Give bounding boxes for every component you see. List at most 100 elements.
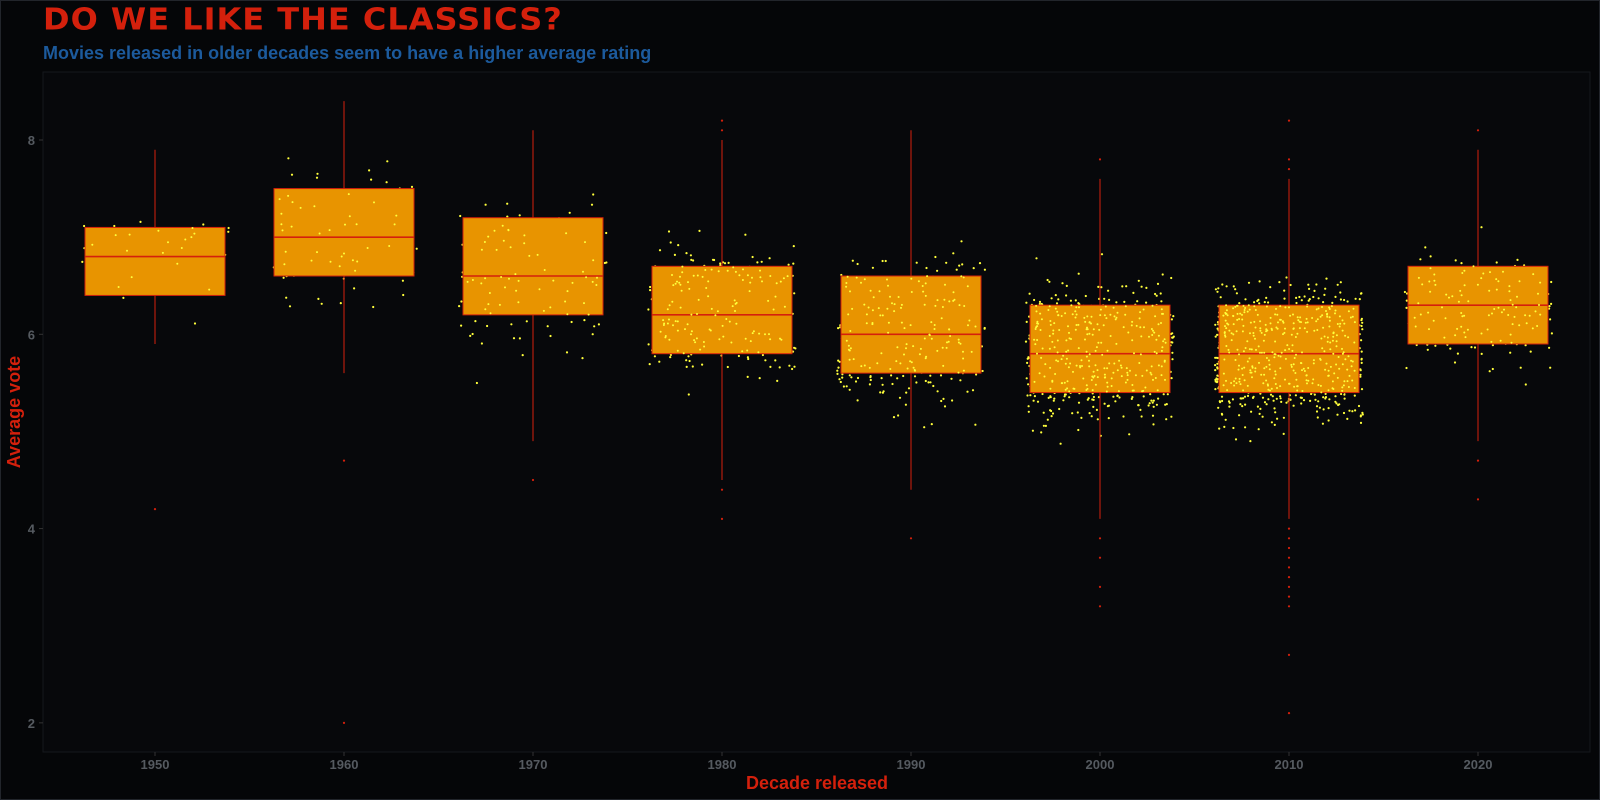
jitter-point xyxy=(1092,328,1095,331)
box-1950 xyxy=(84,226,226,296)
jitter-point xyxy=(1074,316,1077,319)
jitter-point xyxy=(923,426,926,429)
jitter-point xyxy=(1053,346,1056,349)
jitter-point xyxy=(1275,307,1277,310)
jitter-point xyxy=(525,320,528,323)
jitter-point xyxy=(1339,291,1342,294)
jitter-point xyxy=(696,274,699,277)
jitter-point xyxy=(366,247,369,249)
jitter-point xyxy=(909,360,912,363)
jitter-point xyxy=(1242,304,1245,307)
jitter-point xyxy=(1032,399,1035,402)
jitter-point xyxy=(1139,353,1142,356)
jitter-point xyxy=(688,287,691,290)
jitter-point xyxy=(1243,311,1246,314)
jitter-point xyxy=(518,337,522,340)
jitter-point xyxy=(756,261,759,264)
plot-area xyxy=(42,71,1591,753)
jitter-point xyxy=(848,358,851,361)
jitter-point xyxy=(1103,373,1106,376)
jitter-point xyxy=(1031,429,1034,432)
jitter-point xyxy=(669,241,672,244)
jitter-point xyxy=(1432,319,1435,322)
jitter-point xyxy=(1424,246,1427,249)
jitter-point xyxy=(1360,361,1363,364)
jitter-point xyxy=(1282,416,1285,419)
jitter-point xyxy=(1244,347,1247,349)
jitter-point xyxy=(1047,309,1050,311)
jitter-point xyxy=(1103,376,1106,379)
jitter-point xyxy=(948,328,951,331)
jitter-point xyxy=(1152,423,1155,426)
jitter-point xyxy=(1284,306,1287,309)
jitter-point xyxy=(1360,324,1363,328)
jitter-point xyxy=(1317,384,1320,386)
jitter-point xyxy=(679,275,681,278)
jitter-point xyxy=(1320,391,1323,394)
jitter-point xyxy=(1284,349,1287,352)
jitter-point xyxy=(1515,306,1518,309)
jitter-point xyxy=(1319,357,1322,360)
jitter-point xyxy=(1495,288,1498,291)
jitter-point xyxy=(1334,400,1337,403)
jitter-point xyxy=(502,239,505,242)
jitter-point xyxy=(1154,292,1157,296)
jitter-point xyxy=(1040,356,1043,359)
jitter-point xyxy=(1033,380,1036,383)
jitter-point xyxy=(299,206,302,209)
jitter-point xyxy=(1171,336,1174,339)
jitter-point xyxy=(1281,320,1284,323)
jitter-point xyxy=(1165,403,1168,406)
jitter-point xyxy=(1328,319,1331,322)
jitter-point xyxy=(849,347,852,350)
jitter-point xyxy=(1344,358,1347,361)
jitter-point xyxy=(1071,313,1074,316)
jitter-point xyxy=(1123,300,1126,303)
jitter-point xyxy=(290,173,294,176)
jitter-point xyxy=(959,342,962,345)
jitter-point xyxy=(1537,292,1539,295)
jitter-point xyxy=(849,330,852,332)
jitter-point xyxy=(1106,367,1109,370)
jitter-point xyxy=(1141,374,1144,377)
jitter-point xyxy=(1328,316,1331,319)
jitter-point xyxy=(1328,308,1331,310)
jitter-point xyxy=(793,292,796,295)
jitter-point xyxy=(839,380,842,384)
jitter-point xyxy=(1027,383,1030,386)
jitter-point xyxy=(1224,334,1226,337)
jitter-point xyxy=(701,275,704,278)
jitter-point xyxy=(1359,375,1362,378)
jitter-point xyxy=(1100,253,1104,256)
jitter-point xyxy=(1351,360,1354,363)
jitter-point xyxy=(1106,349,1109,352)
jitter-point xyxy=(1305,317,1308,320)
jitter-point xyxy=(1088,412,1091,415)
jitter-point xyxy=(285,296,288,299)
jitter-point xyxy=(1463,284,1466,287)
jitter-point xyxy=(649,285,652,289)
jitter-point xyxy=(945,261,948,264)
jitter-point xyxy=(1048,305,1051,308)
jitter-point xyxy=(1025,301,1028,304)
jitter-point xyxy=(1434,283,1437,286)
jitter-point xyxy=(848,388,851,391)
jitter-point xyxy=(1172,315,1175,318)
jitter-point xyxy=(783,305,786,308)
jitter-point xyxy=(1259,351,1261,354)
jitter-point xyxy=(1279,318,1281,321)
outlier-point xyxy=(1098,158,1102,161)
jitter-point xyxy=(974,423,977,426)
jitter-point xyxy=(1048,347,1051,350)
jitter-point xyxy=(1035,257,1038,260)
jitter-point xyxy=(1291,344,1294,347)
jitter-point xyxy=(1539,281,1542,284)
jitter-point xyxy=(278,198,281,201)
jitter-point xyxy=(318,232,321,235)
jitter-point xyxy=(863,364,866,367)
jitter-point xyxy=(879,314,882,317)
jitter-point xyxy=(714,314,717,317)
jitter-point xyxy=(958,304,961,307)
jitter-point xyxy=(886,278,888,281)
jitter-point xyxy=(905,347,907,350)
